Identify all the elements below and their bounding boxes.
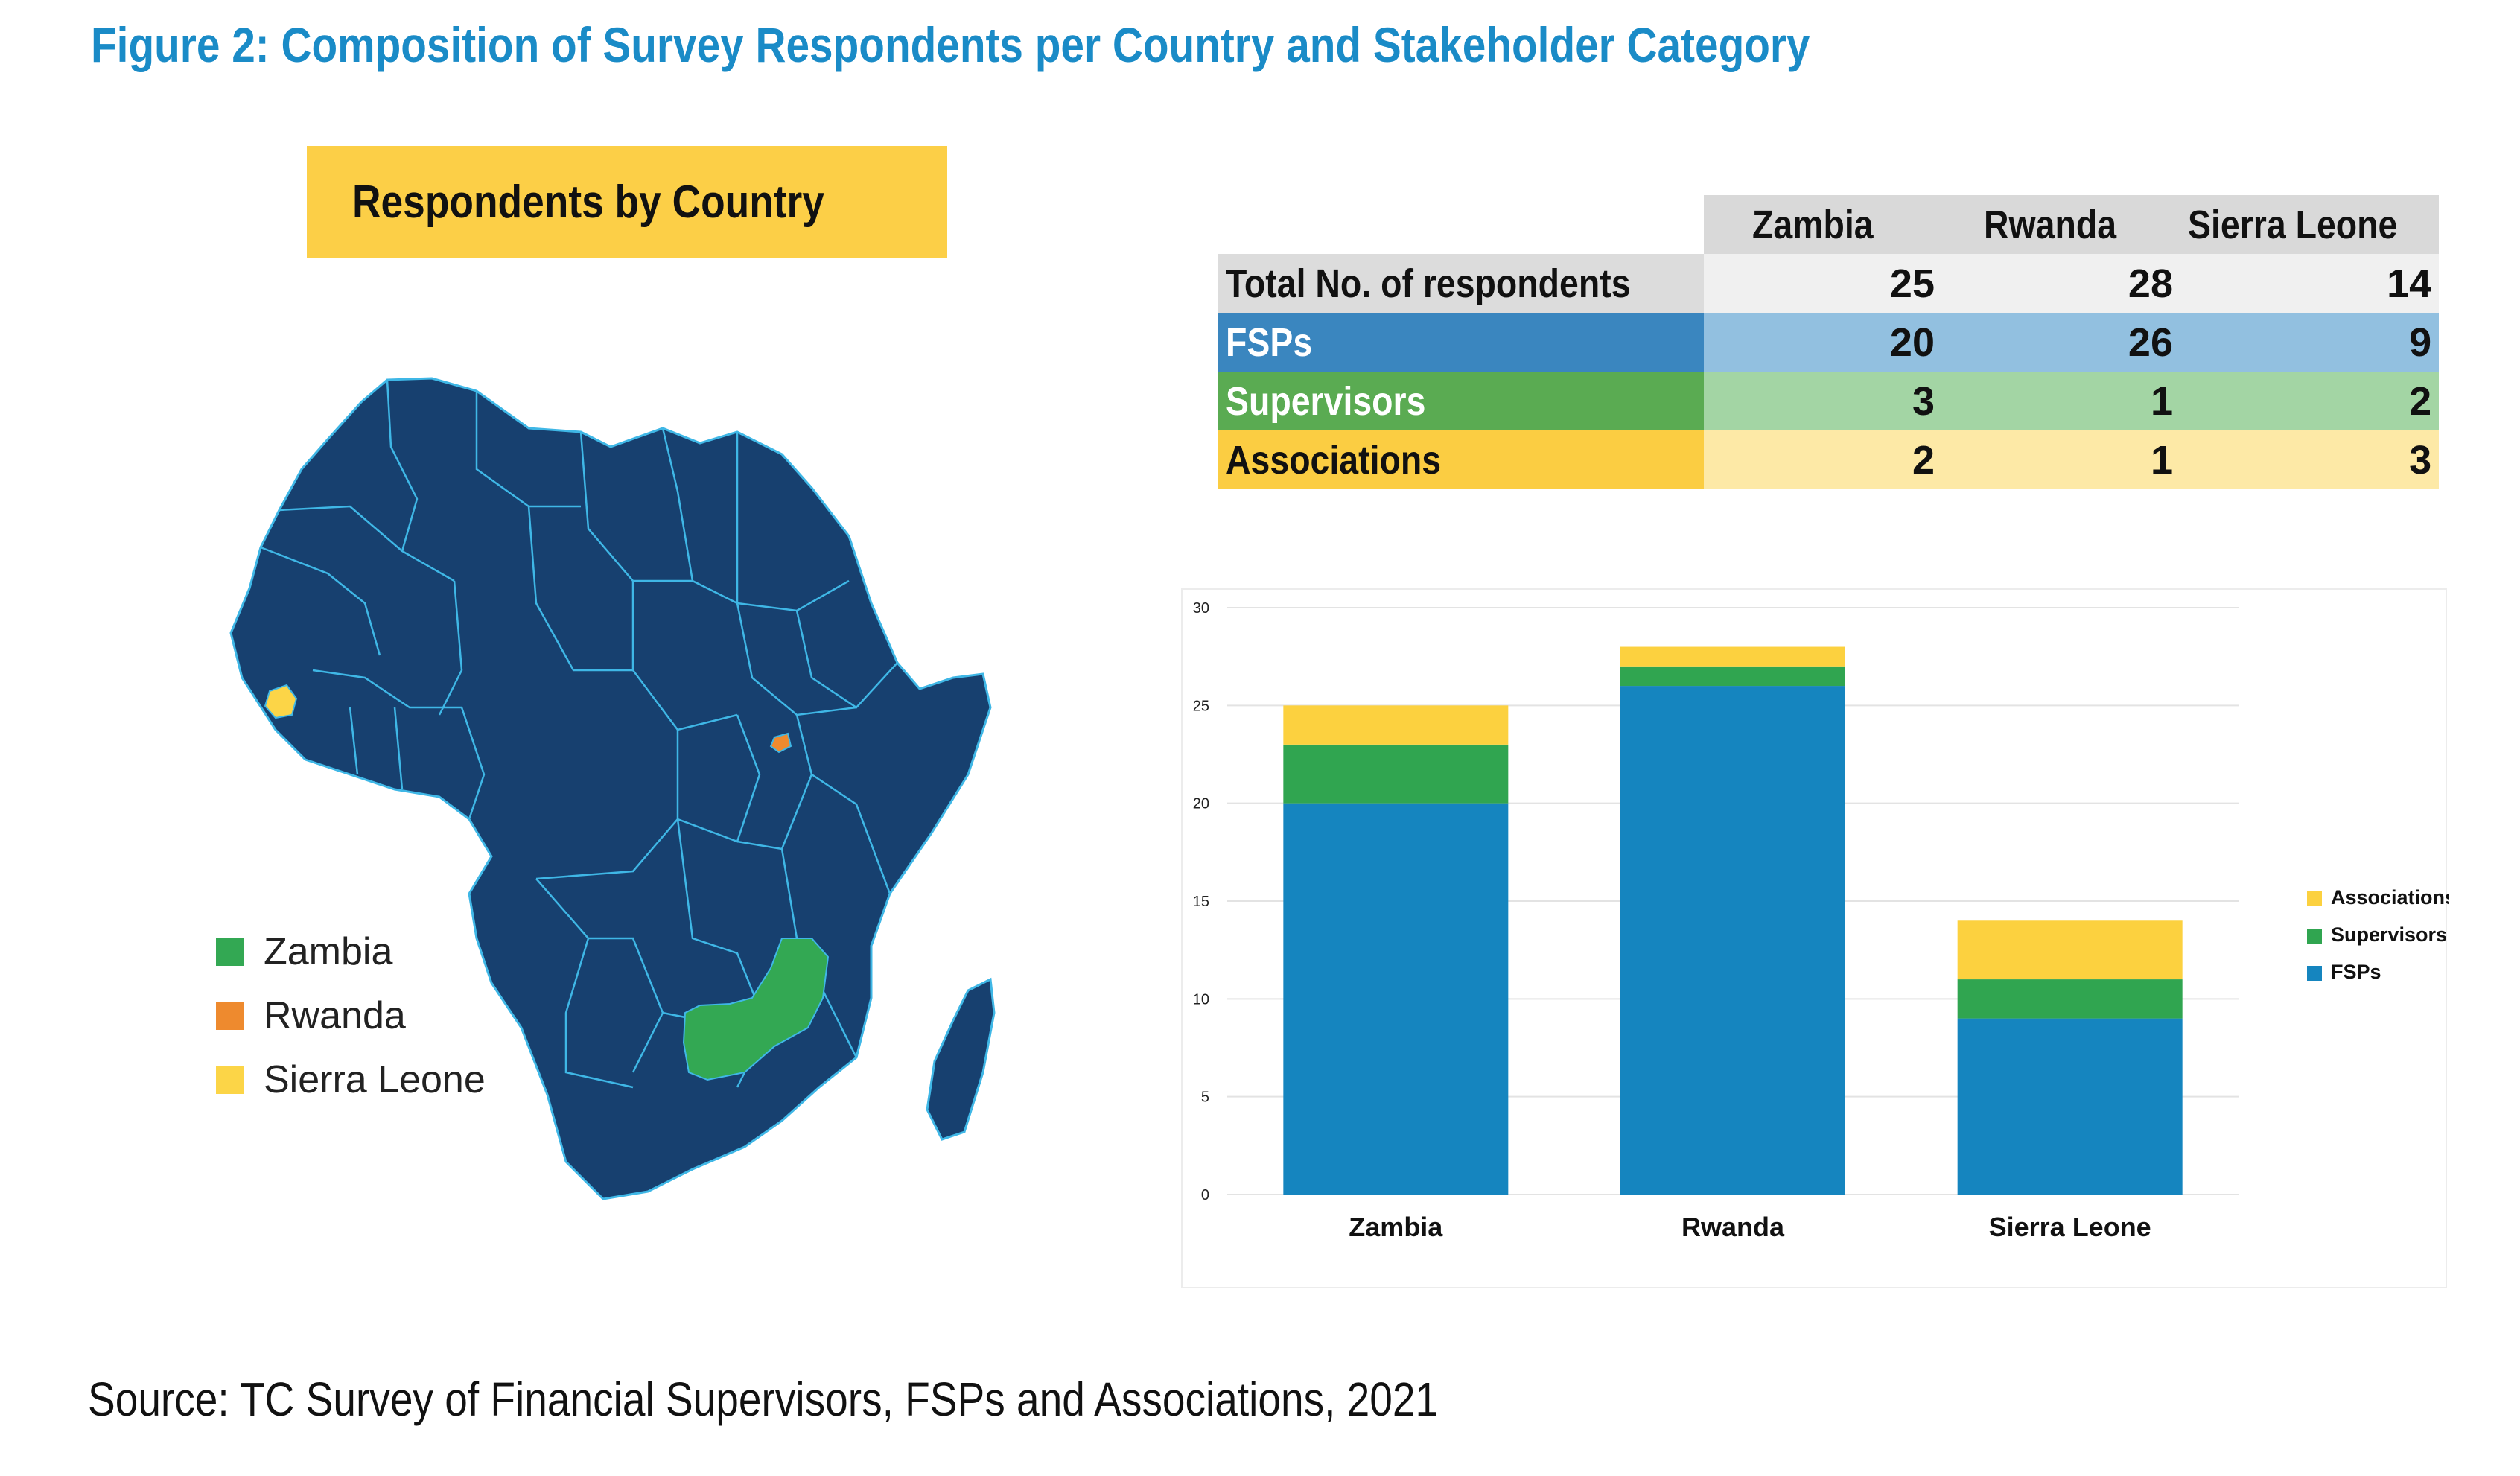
respondents-table: Zambia Rwanda Sierra Leone Total No. of … — [1218, 195, 2440, 489]
map-banner: Respondents by Country — [307, 146, 947, 258]
table-cell: 2 — [1704, 430, 1942, 489]
y-tick-label: 15 — [1193, 894, 1209, 910]
legend-label: Associations — [2331, 886, 2449, 909]
table-cell: 1 — [1942, 430, 2180, 489]
x-tick-label: Zambia — [1349, 1212, 1443, 1242]
y-tick-label: 10 — [1193, 991, 1209, 1008]
table-cell: 3 — [2180, 430, 2440, 489]
table-cell: 20 — [1704, 313, 1942, 372]
legend-swatch — [216, 938, 244, 966]
table-row: Supervisors 3 1 2 — [1218, 372, 2440, 430]
figure-title: Figure 2: Composition of Survey Responde… — [91, 17, 1810, 72]
sierra-leone-region — [264, 684, 298, 719]
map-legend-label: Sierra Leone — [264, 1058, 486, 1101]
table-row-label: FSPs — [1218, 313, 1704, 372]
bar-segment — [1620, 666, 1845, 687]
stacked-bar-chart: 0 5 10 15 20 25 30 Zambia Rwanda Sierra Leone Asso… — [1181, 588, 2449, 1288]
y-tick-label: 20 — [1193, 796, 1209, 812]
table-header-cell: Rwanda — [1942, 195, 2180, 254]
table-header-row: Zambia Rwanda Sierra Leone — [1218, 195, 2440, 254]
legend-swatch — [216, 1002, 244, 1030]
legend-label: Supervisors — [2331, 923, 2447, 946]
legend-label: FSPs — [2331, 961, 2381, 983]
table-row-label: Supervisors — [1218, 372, 1704, 430]
chart-svg: 0 5 10 15 20 25 30 Zambia Rwanda Sierra Leone Asso… — [1193, 600, 2449, 1242]
map-legend-item-rwanda: Rwanda — [216, 984, 486, 1048]
legend-swatch — [2307, 891, 2322, 906]
map-legend-label: Zambia — [264, 930, 393, 973]
zambia-region — [682, 938, 830, 1081]
table-header-cell: Zambia — [1704, 195, 1942, 254]
legend-swatch — [2307, 929, 2322, 944]
x-tick-label: Sierra Leone — [1989, 1212, 2151, 1242]
bar-segment — [1957, 1018, 2183, 1195]
y-tick-label: 0 — [1201, 1187, 1209, 1203]
bar-segment — [1283, 803, 1509, 1195]
bar-segment — [1957, 920, 2183, 980]
table-cell: 28 — [1942, 254, 2180, 313]
table-cell: 26 — [1942, 313, 2180, 372]
map-legend-item-zambia: Zambia — [216, 920, 486, 984]
madagascar-shape — [926, 977, 996, 1141]
bar-segment — [1283, 744, 1509, 804]
source-note: Source: TC Survey of Financial Superviso… — [88, 1372, 1439, 1426]
bar-segment — [1620, 646, 1845, 667]
table-cell: 9 — [2180, 313, 2440, 372]
table-row-label: Total No. of respondents — [1218, 254, 1704, 313]
y-tick-label: 30 — [1193, 600, 1209, 617]
africa-map — [229, 377, 996, 1200]
bar-segment — [1957, 979, 2183, 1019]
table-header-empty — [1218, 195, 1704, 254]
y-tick-label: 25 — [1193, 698, 1209, 714]
y-tick-label: 5 — [1201, 1089, 1209, 1106]
legend-swatch — [2307, 966, 2322, 981]
map-legend-label: Rwanda — [264, 994, 406, 1037]
table-header-cell: Sierra Leone — [2180, 195, 2440, 254]
table-row-label: Associations — [1218, 430, 1704, 489]
map-legend: Zambia Rwanda Sierra Leone — [216, 920, 486, 1112]
map-banner-title: Respondents by Country — [352, 176, 825, 228]
table-cell: 3 — [1704, 372, 1942, 430]
table-cell: 1 — [1942, 372, 2180, 430]
map-legend-item-sierra-leone: Sierra Leone — [216, 1048, 486, 1112]
rwanda-region — [769, 732, 792, 754]
table-cell: 14 — [2180, 254, 2440, 313]
table-row: Total No. of respondents 25 28 14 — [1218, 254, 2440, 313]
table-cell: 25 — [1704, 254, 1942, 313]
table-cell: 2 — [2180, 372, 2440, 430]
x-tick-label: Rwanda — [1681, 1212, 1785, 1242]
table-row: FSPs 20 26 9 — [1218, 313, 2440, 372]
bar-segment — [1283, 705, 1509, 745]
table-row: Associations 2 1 3 — [1218, 430, 2440, 489]
legend-swatch — [216, 1066, 244, 1094]
bar-segment — [1620, 686, 1845, 1195]
